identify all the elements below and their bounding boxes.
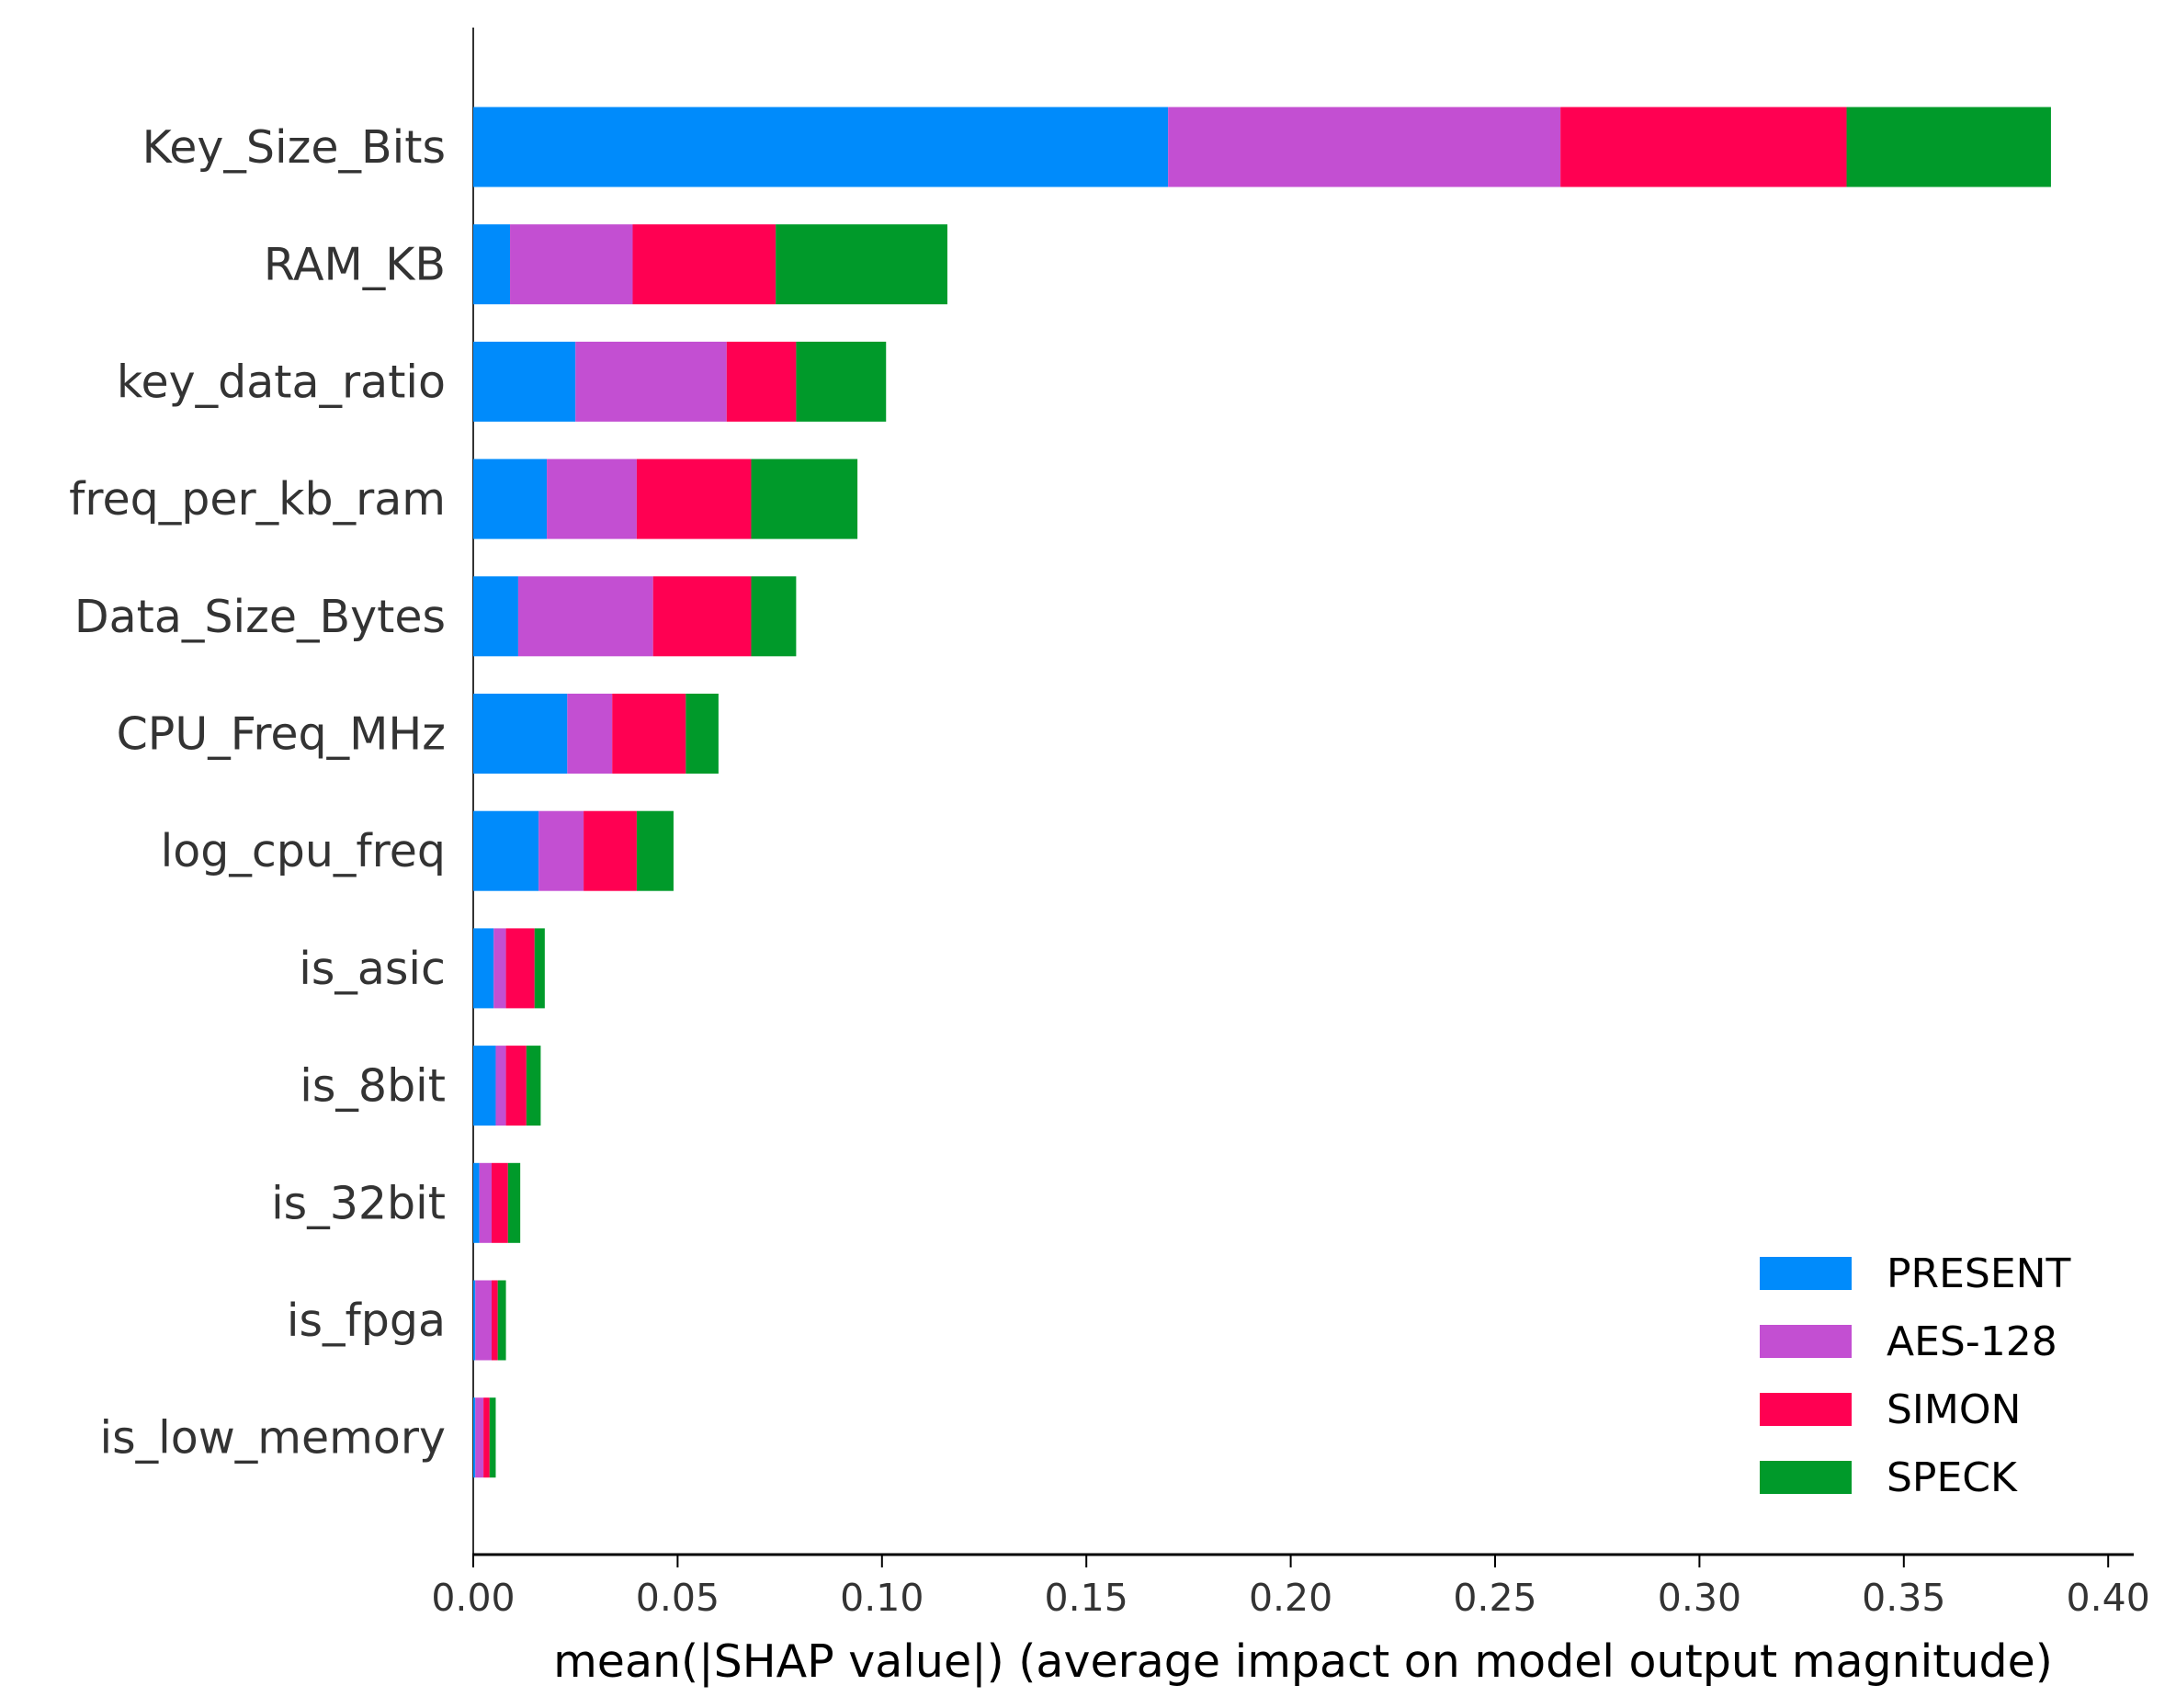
feature-label: is_8bit [300, 1060, 446, 1113]
bar-cpu-freq-mhz-aes-128 [567, 694, 613, 774]
feature-label: RAM_KB [264, 239, 446, 291]
bar-freq-per-kb-ram-simon [636, 458, 752, 539]
x-tick-label: 0.00 [431, 1576, 515, 1620]
bar-is-32bit-aes-128 [479, 1162, 493, 1243]
bar-is-8bit-present [473, 1046, 496, 1126]
legend-label-speck: SPECK [1887, 1454, 2018, 1501]
bar-ram-kb-speck [776, 224, 947, 305]
bar-is-8bit-speck [526, 1046, 541, 1126]
bar-is-low-memory-present [473, 1397, 476, 1478]
bar-key-size-bits-simon [1560, 107, 1847, 187]
bar-data-size-bytes-simon [652, 576, 752, 657]
bar-is-asic-present [473, 928, 494, 1009]
feature-label: is_low_memory [99, 1412, 446, 1465]
legend-label-simon: SIMON [1887, 1386, 2021, 1433]
legend-swatch-present [1760, 1257, 1852, 1290]
bar-log-cpu-freq-aes-128 [538, 810, 584, 891]
feature-labels: Key_Size_Bits RAM_KB key_data_ratio freq_pe… [69, 121, 446, 1465]
bar-is-low-memory-speck [489, 1397, 496, 1478]
x-axis-ticks: 0.00 0.05 0.10 0.15 0.20 0.25 0.30 0.35 0.40 [431, 1555, 2150, 1620]
feature-label: CPU_Freq_MHz [117, 708, 446, 761]
x-tick-label: 0.10 [840, 1576, 924, 1620]
bar-is-fpga-speck [497, 1280, 506, 1361]
x-tick-label: 0.25 [1453, 1576, 1536, 1620]
x-tick-label: 0.05 [636, 1576, 720, 1620]
bar-is-8bit-aes-128 [495, 1046, 506, 1126]
legend-label-aes-128: AES-128 [1887, 1318, 2057, 1365]
bar-data-size-bytes-speck [751, 576, 797, 657]
legend-label-present: PRESENT [1887, 1250, 2071, 1297]
bar-cpu-freq-mhz-speck [686, 694, 719, 774]
bar-ram-kb-present [473, 224, 511, 305]
feature-label: key_data_ratio [117, 356, 446, 408]
feature-label: is_asic [299, 943, 446, 995]
feature-label: freq_per_kb_ram [69, 473, 446, 526]
bar-is-low-memory-simon [483, 1397, 490, 1478]
feature-label: Data_Size_Bytes [74, 591, 446, 643]
bar-key-size-bits-present [473, 107, 1169, 187]
bar-is-asic-simon [505, 928, 535, 1009]
feature-label: is_fpga [287, 1295, 446, 1347]
bar-is-asic-aes-128 [493, 928, 506, 1009]
bar-is-32bit-speck [507, 1162, 521, 1243]
bar-is-32bit-simon [492, 1162, 508, 1243]
bar-key-data-ratio-simon [726, 341, 797, 422]
feature-label: Key_Size_Bits [142, 121, 446, 174]
bar-data-size-bytes-aes-128 [517, 576, 653, 657]
bar-freq-per-kb-ram-speck [751, 458, 858, 539]
bar-freq-per-kb-ram-aes-128 [547, 458, 637, 539]
bar-freq-per-kb-ram-present [473, 458, 548, 539]
bar-cpu-freq-mhz-present [473, 694, 568, 774]
bar-key-data-ratio-present [473, 341, 576, 422]
bar-key-size-bits-speck [1846, 107, 2051, 187]
x-tick-label: 0.35 [1862, 1576, 1945, 1620]
bar-is-32bit-present [473, 1162, 480, 1243]
legend: PRESENT AES-128 SIMON SPECK [1760, 1250, 2071, 1501]
x-tick-label: 0.40 [2067, 1576, 2150, 1620]
bar-log-cpu-freq-present [473, 810, 539, 891]
x-tick-label: 0.30 [1658, 1576, 1741, 1620]
bar-ram-kb-aes-128 [510, 224, 633, 305]
bar-stacks [473, 107, 2051, 1478]
legend-swatch-simon [1760, 1393, 1852, 1426]
bar-cpu-freq-mhz-simon [612, 694, 686, 774]
bar-is-fpga-simon [492, 1280, 498, 1361]
legend-swatch-speck [1760, 1461, 1852, 1494]
bar-is-fpga-present [473, 1280, 476, 1361]
legend-swatch-aes-128 [1760, 1325, 1852, 1358]
bar-key-data-ratio-speck [796, 341, 887, 422]
bar-log-cpu-freq-speck [636, 810, 674, 891]
x-tick-label: 0.15 [1045, 1576, 1128, 1620]
x-axis-title: mean(|SHAP value|) (average impact on mo… [553, 1635, 2053, 1688]
feature-label: is_32bit [271, 1177, 446, 1229]
x-tick-label: 0.20 [1249, 1576, 1332, 1620]
feature-label: log_cpu_freq [161, 825, 446, 877]
bar-key-data-ratio-aes-128 [575, 341, 727, 422]
bar-is-asic-speck [534, 928, 545, 1009]
bar-data-size-bytes-present [473, 576, 518, 657]
bar-key-size-bits-aes-128 [1168, 107, 1561, 187]
bar-is-low-memory-aes-128 [475, 1397, 484, 1478]
bar-ram-kb-simon [632, 224, 776, 305]
bar-log-cpu-freq-simon [584, 810, 637, 891]
bar-is-8bit-simon [505, 1046, 527, 1126]
bar-is-fpga-aes-128 [475, 1280, 493, 1361]
